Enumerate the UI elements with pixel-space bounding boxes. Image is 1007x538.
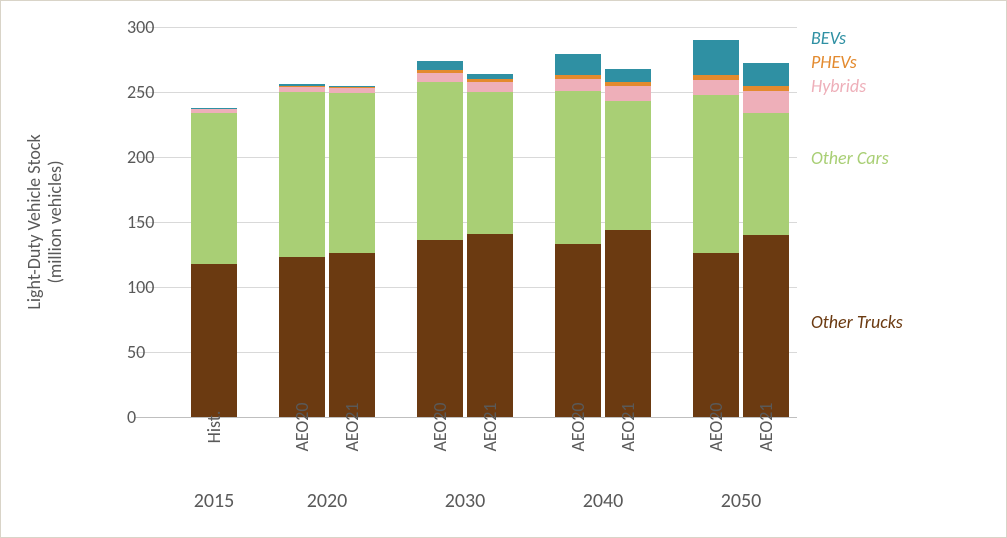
bar: [467, 27, 513, 417]
segment-hybrids: [279, 87, 325, 92]
segment-hybrids: [329, 88, 375, 93]
group-label: 2020: [307, 489, 348, 513]
segment-phevs: [743, 86, 789, 91]
segment-hybrids: [191, 109, 237, 113]
bar-sub-label: AEO21: [341, 402, 363, 451]
bar-sub-label: AEO20: [567, 402, 589, 451]
y-tick-label: 150: [127, 211, 135, 233]
segment-other_trucks: [417, 240, 463, 417]
bar: [279, 27, 325, 417]
bar-sub-label: AEO20: [429, 402, 451, 451]
segment-bevs: [743, 63, 789, 85]
group-label: 2015: [194, 489, 235, 513]
y-axis-title-line1: Light-Duty Vehicle Stock: [24, 27, 45, 417]
segment-other_trucks: [191, 264, 237, 417]
segment-other_cars: [279, 92, 325, 257]
bars-layer: [135, 27, 797, 417]
y-tick-label: 0: [127, 406, 135, 428]
segment-phevs: [555, 75, 601, 79]
segment-phevs: [279, 86, 325, 87]
segment-other_cars: [329, 93, 375, 253]
segment-other_cars: [417, 82, 463, 241]
segment-bevs: [279, 84, 325, 85]
segment-bevs: [605, 69, 651, 82]
segment-other_cars: [743, 113, 789, 235]
segment-other_cars: [555, 91, 601, 244]
segment-bevs: [693, 40, 739, 75]
bar-sub-label: AEO20: [291, 402, 313, 451]
segment-bevs: [329, 86, 375, 87]
bar: [693, 27, 739, 417]
bar-sub-label: AEO21: [479, 402, 501, 451]
y-tick-label: 50: [127, 341, 135, 363]
legend-item-bevs: BEVs: [811, 27, 846, 49]
legend-item-phevs: PHEVs: [811, 51, 857, 73]
segment-phevs: [329, 87, 375, 88]
y-tick-label: 200: [127, 146, 135, 168]
y-tick-label: 100: [127, 276, 135, 298]
segment-hybrids: [467, 82, 513, 92]
segment-hybrids: [693, 80, 739, 94]
plot-area: [135, 27, 797, 417]
segment-other_cars: [605, 101, 651, 230]
segment-phevs: [605, 82, 651, 86]
bar: [605, 27, 651, 417]
y-axis-title-line2: (million vehicles): [45, 27, 66, 417]
segment-other_cars: [191, 113, 237, 264]
segment-phevs: [191, 108, 237, 109]
legend-item-other_cars: Other Cars: [811, 147, 889, 169]
group-label: 2040: [583, 489, 624, 513]
segment-bevs: [555, 54, 601, 75]
segment-other_trucks: [693, 253, 739, 417]
segment-hybrids: [743, 91, 789, 113]
bar: [417, 27, 463, 417]
bar: [329, 27, 375, 417]
y-tick-label: 300: [127, 16, 135, 38]
legend-item-hybrids: Hybrids: [811, 75, 866, 97]
segment-bevs: [191, 108, 237, 109]
group-label: 2050: [721, 489, 762, 513]
bar: [743, 27, 789, 417]
segment-other_cars: [693, 95, 739, 254]
bar-sub-label: Hist.: [203, 411, 225, 444]
segment-phevs: [417, 70, 463, 73]
segment-hybrids: [555, 79, 601, 91]
y-axis-title: Light-Duty Vehicle Stock (million vehicl…: [24, 27, 66, 417]
segment-other_trucks: [743, 235, 789, 417]
group-label: 2030: [445, 489, 486, 513]
y-tick-label: 250: [127, 81, 135, 103]
segment-phevs: [693, 75, 739, 80]
bar: [191, 27, 237, 417]
segment-other_trucks: [555, 244, 601, 417]
segment-phevs: [467, 79, 513, 82]
bar-sub-label: AEO20: [705, 402, 727, 451]
bar-sub-label: AEO21: [755, 402, 777, 451]
segment-other_trucks: [329, 253, 375, 417]
gridline: [135, 417, 797, 418]
segment-hybrids: [417, 73, 463, 82]
bar: [555, 27, 601, 417]
segment-other_trucks: [279, 257, 325, 417]
segment-bevs: [417, 61, 463, 70]
chart-frame: 0 50 100 150 200 250 300 Light-Duty Vehicle St…: [0, 0, 1007, 538]
segment-other_trucks: [605, 230, 651, 417]
segment-hybrids: [605, 86, 651, 102]
segment-bevs: [467, 74, 513, 79]
segment-other_trucks: [467, 234, 513, 417]
legend-item-other_trucks: Other Trucks: [811, 311, 903, 333]
bar-sub-label: AEO21: [617, 402, 639, 451]
segment-other_cars: [467, 92, 513, 234]
